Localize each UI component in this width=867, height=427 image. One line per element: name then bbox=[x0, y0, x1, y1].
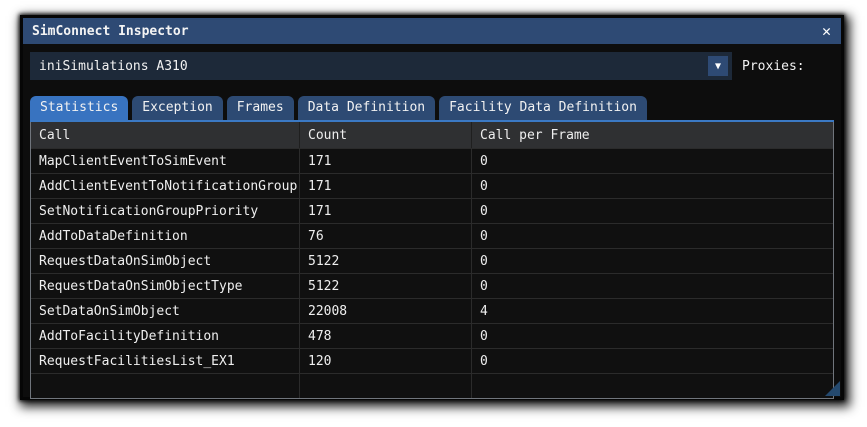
table-row[interactable]: RequestFacilitiesList_EX1 120 0 bbox=[31, 348, 833, 373]
empty-cell bbox=[299, 374, 471, 398]
proxies-label: Proxies: bbox=[742, 58, 805, 74]
connection-dropdown[interactable]: iniSimulations A310 ▼ bbox=[30, 52, 732, 80]
tab-exception[interactable]: Exception bbox=[132, 96, 223, 120]
cell-call-per-frame: 4 bbox=[471, 299, 833, 323]
cell-call-per-frame: 0 bbox=[471, 149, 833, 173]
statistics-table: Call Count Call per Frame MapClientEvent… bbox=[30, 122, 834, 399]
table-header-row: Call Count Call per Frame bbox=[31, 122, 833, 148]
table-row[interactable]: RequestDataOnSimObjectType 5122 0 bbox=[31, 273, 833, 298]
table-empty-area bbox=[31, 373, 833, 398]
cell-call-per-frame: 0 bbox=[471, 224, 833, 248]
title-bar[interactable]: SimConnect Inspector ✕ bbox=[23, 18, 841, 44]
cell-call: AddToDataDefinition bbox=[39, 228, 188, 244]
chevron-down-icon[interactable]: ▼ bbox=[708, 56, 728, 76]
cell-count: 171 bbox=[299, 174, 471, 198]
tab-facility-data-definition[interactable]: Facility Data Definition bbox=[439, 96, 647, 120]
tab-bar: Statistics Exception Frames Data Definit… bbox=[30, 96, 834, 120]
tab-frames[interactable]: Frames bbox=[226, 96, 294, 120]
tab-data-definition[interactable]: Data Definition bbox=[297, 96, 436, 120]
cell-call: RequestDataOnSimObject bbox=[39, 253, 212, 269]
cell-call: SetNotificationGroupPriority bbox=[39, 203, 259, 219]
table-row[interactable]: SetDataOnSimObject 22008 4 bbox=[31, 298, 833, 323]
window-content: iniSimulations A310 ▼ Proxies: Statistic… bbox=[23, 44, 841, 399]
table-row[interactable]: MapClientEventToSimEvent 171 0 bbox=[31, 148, 833, 173]
cell-count: 5122 bbox=[299, 249, 471, 273]
column-header-call-per-frame[interactable]: Call per Frame bbox=[471, 122, 833, 148]
cell-call-per-frame: 0 bbox=[471, 249, 833, 273]
cell-call: AddToFacilityDefinition bbox=[39, 328, 220, 344]
connection-row: iniSimulations A310 ▼ Proxies: bbox=[30, 52, 834, 80]
cell-call-per-frame: 0 bbox=[471, 199, 833, 223]
simconnect-inspector-window: SimConnect Inspector ✕ iniSimulations A3… bbox=[20, 15, 844, 400]
table-row[interactable]: SetNotificationGroupPriority 171 0 bbox=[31, 198, 833, 223]
table-row[interactable]: RequestDataOnSimObject 5122 0 bbox=[31, 248, 833, 273]
cell-call: SetDataOnSimObject bbox=[39, 303, 180, 319]
cell-count: 171 bbox=[299, 149, 471, 173]
cell-count: 5122 bbox=[299, 274, 471, 298]
cell-call: MapClientEventToSimEvent bbox=[39, 153, 227, 169]
window-title: SimConnect Inspector bbox=[32, 23, 189, 39]
empty-cell bbox=[31, 374, 299, 398]
close-icon[interactable]: ✕ bbox=[821, 21, 831, 40]
empty-cell bbox=[471, 374, 833, 398]
cell-count: 76 bbox=[299, 224, 471, 248]
cell-count: 22008 bbox=[299, 299, 471, 323]
cell-call: AddClientEventToNotificationGroup bbox=[39, 178, 298, 194]
cell-call-per-frame: 0 bbox=[471, 349, 833, 373]
cell-call-per-frame: 0 bbox=[471, 324, 833, 348]
connection-dropdown-value: iniSimulations A310 bbox=[39, 58, 188, 74]
cell-call: RequestFacilitiesList_EX1 bbox=[39, 353, 235, 369]
table-row[interactable]: AddClientEventToNotificationGroup 171 0 bbox=[31, 173, 833, 198]
table-row[interactable]: AddToFacilityDefinition 478 0 bbox=[31, 323, 833, 348]
column-header-count[interactable]: Count bbox=[299, 122, 471, 148]
cell-count: 171 bbox=[299, 199, 471, 223]
cell-call: RequestDataOnSimObjectType bbox=[39, 278, 243, 294]
table-row[interactable]: AddToDataDefinition 76 0 bbox=[31, 223, 833, 248]
cell-count: 478 bbox=[299, 324, 471, 348]
resize-grip[interactable] bbox=[825, 381, 840, 396]
cell-call-per-frame: 0 bbox=[471, 274, 833, 298]
cell-call-per-frame: 0 bbox=[471, 174, 833, 198]
tab-statistics[interactable]: Statistics bbox=[30, 96, 129, 120]
tab-underline bbox=[30, 120, 834, 122]
cell-count: 120 bbox=[299, 349, 471, 373]
column-header-call[interactable]: Call bbox=[39, 127, 71, 143]
